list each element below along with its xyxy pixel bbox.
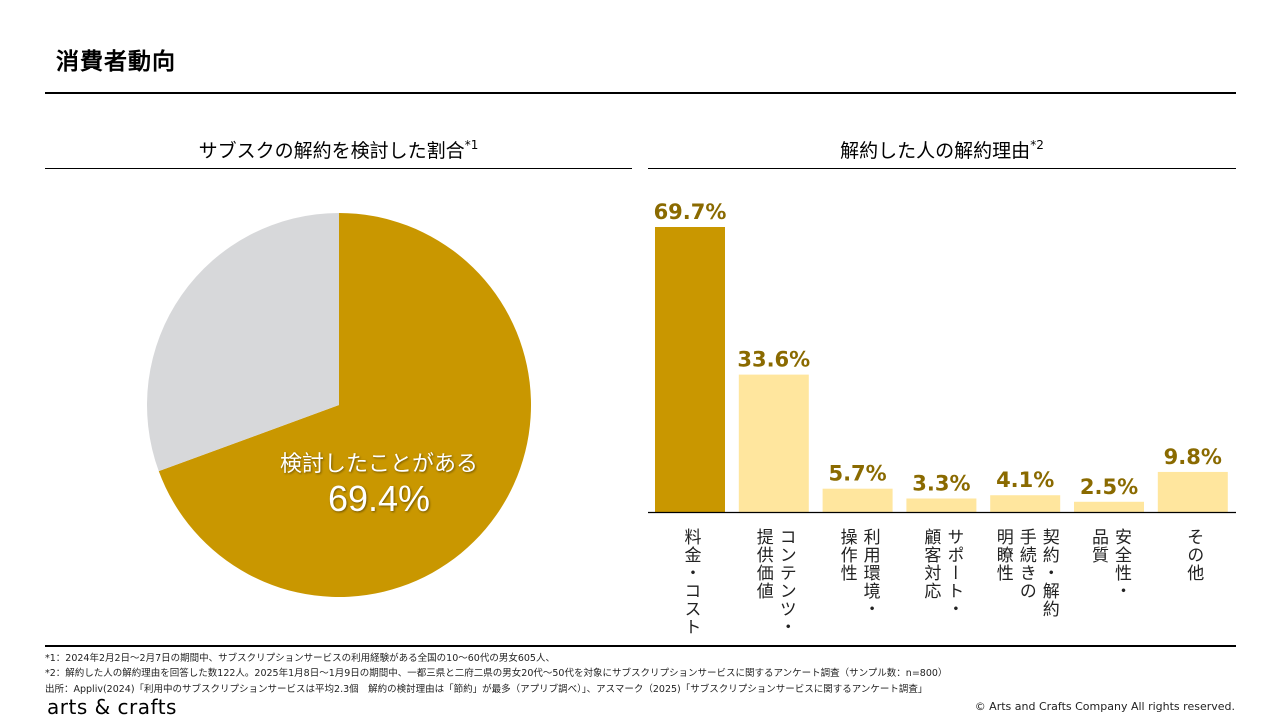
footnote-divider xyxy=(45,645,1236,647)
bar-value-label-3: 5.7% xyxy=(828,462,886,486)
bar-7 xyxy=(1157,471,1228,512)
pie-section-divider xyxy=(45,168,632,169)
pie-chart-title-text: サブスクの解約を検討した割合 xyxy=(198,140,465,162)
source-note: 出所：Appliv(2024)「利用中のサブスクリプションサービスは平均2.3個… xyxy=(45,684,928,695)
bar-category-label-5: 契約・解約 手続きの 明瞭性 xyxy=(992,528,1059,618)
bar-section-divider xyxy=(648,168,1236,169)
bar-category-label-4: サポート・ 顧客対応 xyxy=(920,528,964,618)
bar-value-label-4: 3.3% xyxy=(912,472,970,496)
bar-value-label-1: 69.7% xyxy=(654,200,727,224)
footnote-2: *2：解約した人の解約理由を回答した数122人。2025年1月8日～1月9日の期… xyxy=(45,668,948,679)
pie-slice-other xyxy=(146,213,339,472)
pie-annotation-label: 検討したことがある xyxy=(279,452,478,477)
bar-value-label-6: 2.5% xyxy=(1080,475,1138,499)
bar-5 xyxy=(990,495,1061,512)
bar-value-label-5: 4.1% xyxy=(996,468,1054,492)
bar-3 xyxy=(822,488,893,512)
bar-chart-title-text: 解約した人の解約理由 xyxy=(840,140,1031,162)
bar-category-label-7: その他 xyxy=(1183,528,1204,582)
pie-slice-considered xyxy=(158,213,531,597)
bar-category-label-3: 利用環境・ 操作性 xyxy=(836,528,880,618)
bar-category-label-1: 料金・コスト xyxy=(680,528,701,636)
title-divider xyxy=(45,92,1236,94)
brand-logo: arts & crafts xyxy=(47,695,177,719)
bar-chart-title-note: *2 xyxy=(1030,138,1044,152)
footnote-1: *1：2024年2月2日～2月7日の期間中、サブスクリプションサービスの利用経験… xyxy=(45,653,555,664)
bar-category-label-2: コンテンツ・ 提供価値 xyxy=(752,528,796,636)
pie-chart-title-note: *1 xyxy=(464,138,479,152)
bar-1 xyxy=(655,227,725,512)
pie-chart-title: サブスクの解約を検討した割合*1 xyxy=(45,136,632,163)
bar-6 xyxy=(1074,501,1144,512)
copyright: © Arts and Crafts Company All rights res… xyxy=(974,700,1235,713)
bar-value-label-7: 9.8% xyxy=(1164,445,1222,469)
pie-annotation-value: 69.4% xyxy=(327,478,431,519)
bar-4 xyxy=(906,498,977,512)
bar-chart-title: 解約した人の解約理由*2 xyxy=(648,136,1236,163)
bar-2 xyxy=(738,374,809,512)
page-title: 消費者動向 xyxy=(56,49,176,75)
bar-category-label-6: 安全性・ 品質 xyxy=(1088,528,1131,600)
bar-value-label-2: 33.6% xyxy=(737,348,810,372)
